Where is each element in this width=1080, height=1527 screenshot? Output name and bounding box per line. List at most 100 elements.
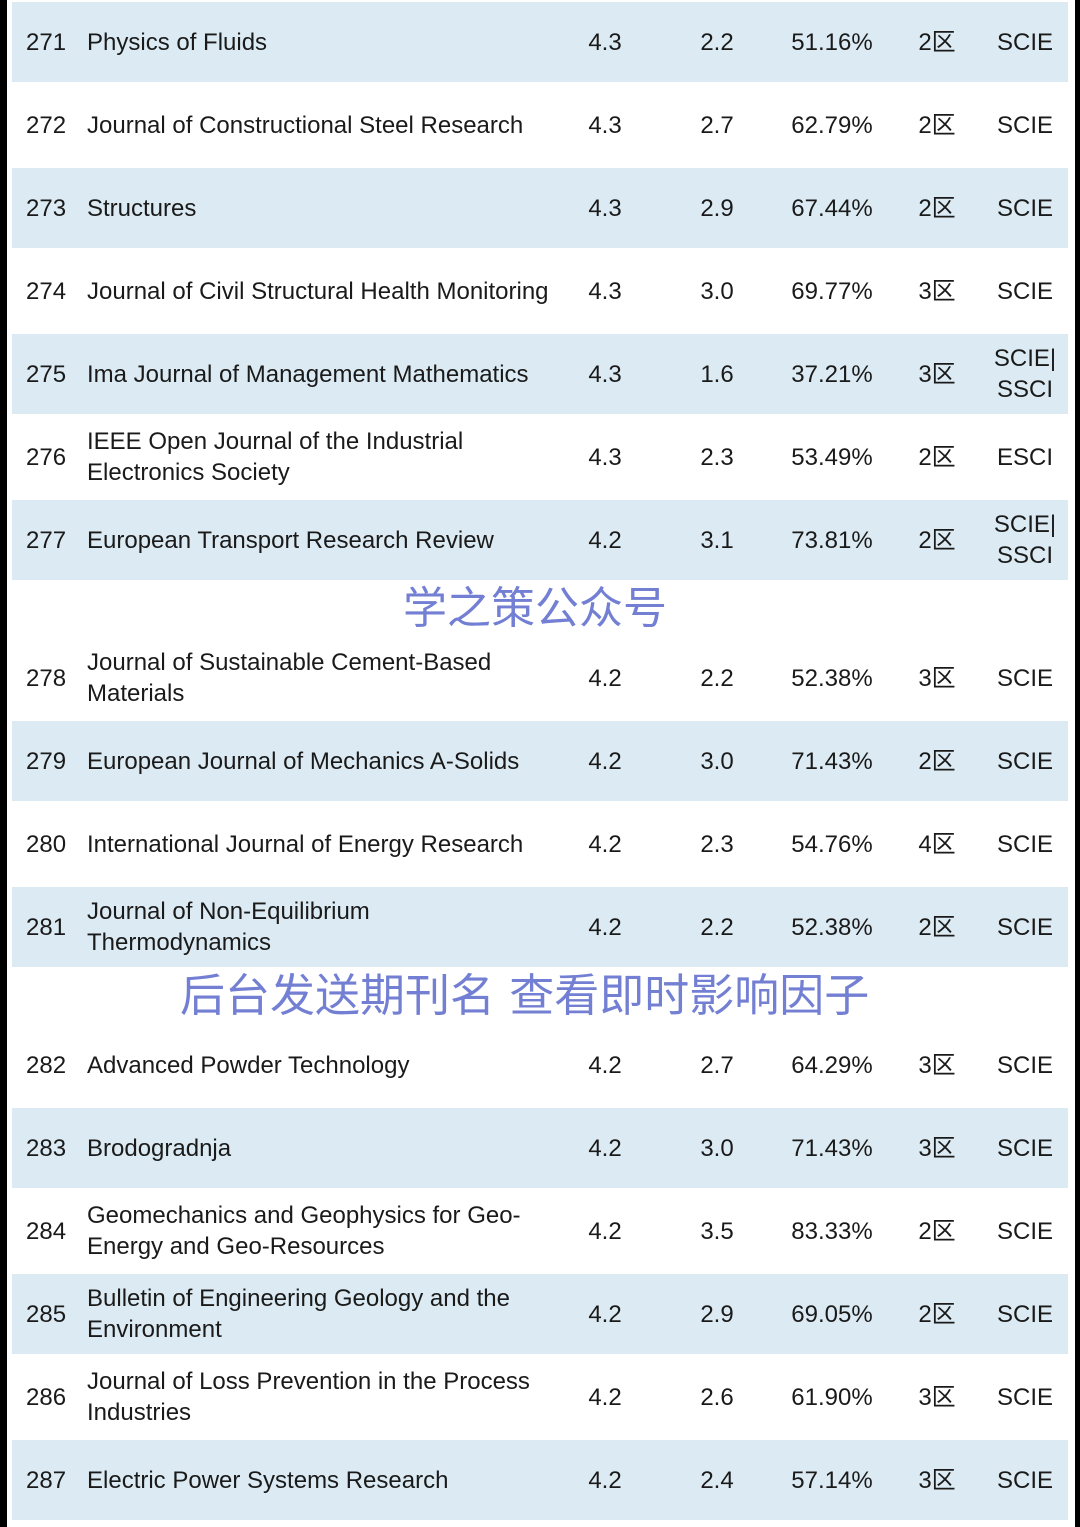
index-type: SCIE bbox=[996, 747, 1053, 775]
index-type: SCIE bbox=[996, 194, 1053, 222]
table-row: 285 Bulletin of Engineering Geology and t… bbox=[12, 1274, 1068, 1354]
percentile: 57.14% bbox=[791, 1466, 873, 1494]
impact-factor: 4.2 bbox=[588, 913, 622, 941]
row-number: 286 bbox=[26, 1383, 67, 1411]
row-number: 272 bbox=[26, 111, 67, 139]
table-row: 274 Journal of Civil Structural Health Mo… bbox=[12, 251, 1068, 331]
impact-factor: 4.3 bbox=[588, 28, 622, 56]
five-year-metric: 2.2 bbox=[700, 28, 734, 56]
index-type: SCIE bbox=[996, 664, 1053, 692]
five-year-metric: 3.1 bbox=[700, 526, 734, 554]
five-year-metric: 2.2 bbox=[700, 913, 734, 941]
index-type: ESCI bbox=[996, 443, 1053, 471]
percentile: 67.44% bbox=[791, 194, 873, 222]
impact-factor: 4.2 bbox=[588, 1134, 622, 1162]
left-border bbox=[0, 0, 7, 1527]
index-type: SCIE bbox=[996, 277, 1053, 305]
impact-factor: 4.2 bbox=[588, 664, 622, 692]
percentile: 71.43% bbox=[791, 1134, 873, 1162]
five-year-metric: 2.7 bbox=[700, 1051, 734, 1079]
table-row: 275 Ima Journal of Management Mathematics… bbox=[12, 334, 1068, 414]
cas-zone: 3区 bbox=[918, 360, 956, 388]
index-type: SCIE| SSCI bbox=[993, 345, 1057, 403]
index-type: SCIE bbox=[996, 830, 1053, 858]
percentile: 51.16% bbox=[791, 28, 873, 56]
cas-zone: 2区 bbox=[918, 1217, 956, 1245]
row-number: 275 bbox=[26, 360, 67, 388]
percentile: 73.81% bbox=[791, 526, 873, 554]
index-type: SCIE bbox=[996, 1383, 1053, 1411]
impact-factor: 4.3 bbox=[588, 277, 622, 305]
row-number: 285 bbox=[26, 1300, 67, 1328]
impact-factor: 4.3 bbox=[588, 194, 622, 222]
journal-name: Ima Journal of Management Mathematics bbox=[87, 360, 529, 388]
percentile: 83.33% bbox=[791, 1217, 873, 1245]
journal-name: European Journal of Mechanics A-Solids bbox=[87, 747, 520, 775]
five-year-metric: 1.6 bbox=[700, 360, 734, 388]
cas-zone: 2区 bbox=[918, 1300, 956, 1328]
table-row: 272 Journal of Constructional Steel Resea… bbox=[12, 85, 1068, 165]
five-year-metric: 2.4 bbox=[700, 1466, 734, 1494]
percentile: 71.43% bbox=[791, 747, 873, 775]
cas-zone: 3区 bbox=[918, 664, 956, 692]
percentile: 61.90% bbox=[791, 1383, 873, 1411]
table-row: 287 Electric Power Systems Research 4.2 2.4… bbox=[12, 1440, 1068, 1520]
five-year-metric: 2.6 bbox=[700, 1383, 734, 1411]
cas-zone: 2区 bbox=[918, 526, 956, 554]
impact-factor: 4.2 bbox=[588, 526, 622, 554]
cas-zone: 4区 bbox=[918, 830, 956, 858]
cas-zone: 2区 bbox=[918, 28, 956, 56]
percentile: 69.05% bbox=[791, 1300, 873, 1328]
five-year-metric: 3.0 bbox=[700, 747, 734, 775]
journal-name: Geomechanics and Geophysics for Geo-Ener… bbox=[87, 1202, 521, 1260]
table-row: 280 International Journal of Energy Resea… bbox=[12, 804, 1068, 884]
impact-factor: 4.2 bbox=[588, 1383, 622, 1411]
percentile: 64.29% bbox=[791, 1051, 873, 1079]
five-year-metric: 3.0 bbox=[700, 1134, 734, 1162]
impact-factor: 4.2 bbox=[588, 747, 622, 775]
journal-name: Advanced Powder Technology bbox=[87, 1051, 410, 1079]
journal-name: Journal of Sustainable Cement-Based Mate… bbox=[87, 649, 492, 707]
cas-zone: 3区 bbox=[918, 1466, 956, 1494]
percentile: 52.38% bbox=[791, 664, 873, 692]
table-row: 284 Geomechanics and Geophysics for Geo-E… bbox=[12, 1191, 1068, 1271]
cas-zone: 3区 bbox=[918, 1134, 956, 1162]
percentile: 37.21% bbox=[791, 360, 873, 388]
journal-name: Journal of Constructional Steel Research bbox=[87, 111, 524, 139]
five-year-metric: 3.5 bbox=[700, 1217, 734, 1245]
right-border bbox=[1075, 0, 1080, 1527]
cas-zone: 3区 bbox=[918, 277, 956, 305]
table-row: 279 European Journal of Mechanics A-Solid… bbox=[12, 721, 1068, 801]
journal-name: Electric Power Systems Research bbox=[87, 1466, 449, 1494]
cas-zone: 2区 bbox=[918, 443, 956, 471]
cas-zone: 3区 bbox=[918, 1051, 956, 1079]
index-type: SCIE bbox=[996, 913, 1053, 941]
cas-zone: 3区 bbox=[918, 1383, 956, 1411]
table-row: 286 Journal of Loss Prevention in the Pro… bbox=[12, 1357, 1068, 1437]
journal-name: European Transport Research Review bbox=[87, 526, 494, 554]
cas-zone: 2区 bbox=[918, 747, 956, 775]
index-type: SCIE bbox=[996, 1134, 1053, 1162]
impact-factor: 4.3 bbox=[588, 111, 622, 139]
journal-name: Journal of Loss Prevention in the Proces… bbox=[87, 1368, 530, 1426]
row-number: 274 bbox=[26, 277, 67, 305]
table-row: 277 European Transport Research Review 4.2… bbox=[12, 500, 1068, 580]
journal-name: IEEE Open Journal of the Industrial Elec… bbox=[87, 428, 464, 486]
index-type: SCIE bbox=[996, 1051, 1053, 1079]
impact-factor: 4.2 bbox=[588, 1466, 622, 1494]
watermark-bottom: 后台发送期刊名 查看即时影响因子 bbox=[180, 969, 870, 1022]
index-type: SCIE bbox=[996, 1466, 1053, 1494]
five-year-metric: 2.2 bbox=[700, 664, 734, 692]
table-row: 271 Physics of Fluids 4.3 2.2 51.16% 2区 SCIE bbox=[12, 2, 1068, 82]
row-number: 283 bbox=[26, 1134, 67, 1162]
impact-factor: 4.2 bbox=[588, 1217, 622, 1245]
row-number: 273 bbox=[26, 194, 67, 222]
table-row: 276 IEEE Open Journal of the Industrial E… bbox=[12, 417, 1068, 497]
index-type: SCIE bbox=[996, 111, 1053, 139]
row-number: 287 bbox=[26, 1466, 67, 1494]
row-number: 271 bbox=[26, 28, 67, 56]
journal-name: Brodogradnja bbox=[87, 1134, 232, 1162]
row-number: 280 bbox=[26, 830, 67, 858]
impact-factor: 4.3 bbox=[588, 360, 622, 388]
five-year-metric: 2.3 bbox=[700, 443, 734, 471]
